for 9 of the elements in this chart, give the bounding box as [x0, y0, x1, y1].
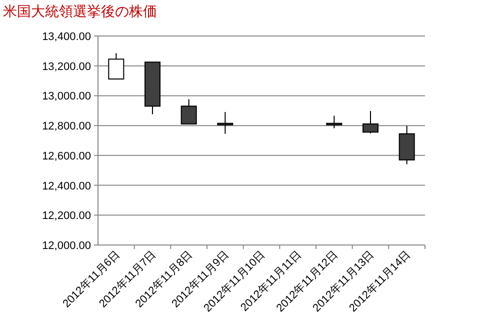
ytick: 13,000.00	[42, 90, 91, 103]
ytick: 13,400.00	[42, 31, 91, 43]
ytick: 12,400.00	[42, 180, 91, 192]
ytick: 12,800.00	[42, 120, 91, 133]
ytick: 12,600.00	[42, 150, 91, 162]
ytick: 12,000.00	[42, 240, 91, 252]
title: 米国大統領選挙後の株価	[3, 3, 157, 19]
ytick: 13,200.00	[42, 60, 91, 73]
ytick: 12,200.00	[42, 210, 91, 222]
